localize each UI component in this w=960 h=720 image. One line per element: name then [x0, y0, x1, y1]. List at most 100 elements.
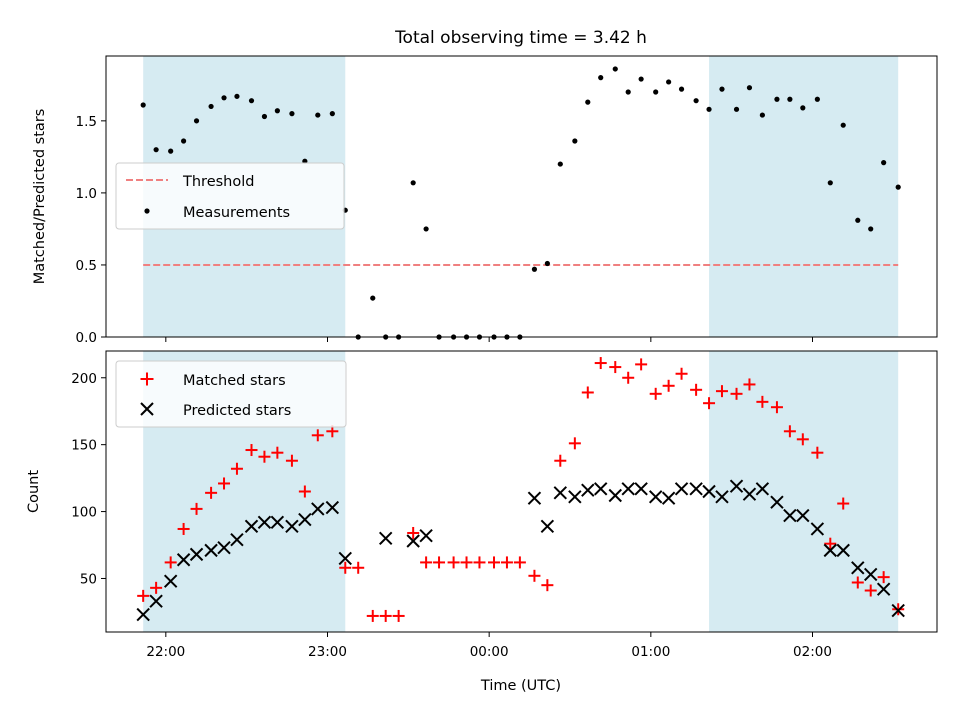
matched-point [675, 367, 688, 380]
bottom-y-tick-label: 50 [80, 571, 97, 587]
legend-threshold-label: Threshold [182, 174, 254, 190]
predicted-point [864, 567, 878, 582]
predicted-point [189, 547, 204, 562]
measurement-point [666, 79, 672, 85]
predicted-point [149, 594, 163, 608]
measurement-point [140, 102, 146, 108]
predicted-point [311, 502, 325, 516]
top-y-tick-label: 1.5 [76, 114, 97, 130]
predicted-point [257, 515, 272, 529]
matched-point [205, 486, 218, 499]
matched-point [298, 485, 311, 498]
matched-point [177, 522, 190, 535]
predicted-point [810, 522, 825, 536]
measurement-point [638, 76, 644, 82]
matched-point [366, 609, 379, 622]
measurement-point [840, 122, 846, 128]
measurement-point [302, 158, 308, 164]
predicted-point [770, 495, 784, 509]
matched-point [513, 556, 526, 569]
bottom-legend-box [115, 360, 347, 428]
predicted-point [581, 483, 595, 497]
predicted-point [338, 551, 352, 566]
measurements-series [140, 66, 901, 340]
top-legend: Threshold Measurements [115, 162, 345, 230]
matched-point [609, 361, 622, 374]
matched-point [756, 395, 769, 408]
predicted-point [527, 491, 542, 505]
x-tick-label: 02:00 [793, 644, 832, 660]
measurement-point [423, 226, 429, 232]
predicted-point [661, 491, 676, 505]
measurement-point [881, 160, 887, 166]
matched-point [164, 556, 177, 569]
measurement-point [625, 89, 631, 95]
predicted-point [204, 543, 218, 558]
predicted-point [244, 519, 259, 533]
matched-point [407, 526, 420, 539]
measurement-point [289, 111, 295, 117]
predicted-point [621, 482, 635, 496]
predicted-point [783, 508, 797, 523]
matched-point [622, 371, 635, 384]
matched-point [796, 433, 809, 446]
measurement-point [733, 106, 740, 112]
predicted-point [285, 519, 299, 533]
top-y-tick-label: 0.0 [76, 330, 97, 346]
matched-point [473, 556, 486, 569]
measurement-point [315, 112, 321, 118]
measurement-point [693, 98, 699, 104]
matched-point [594, 357, 607, 370]
measurement-point [787, 96, 793, 102]
matched-point [541, 579, 554, 592]
matched-point [488, 556, 501, 569]
bottom-y-tick-label: 200 [71, 371, 97, 387]
predicted-point [851, 561, 865, 575]
bottom-y-axis-label: Count [26, 470, 42, 513]
matched-point [190, 502, 203, 515]
matched-point [137, 589, 150, 602]
measurement-point [410, 180, 416, 186]
measurement-point [814, 96, 820, 102]
bottom-y-tick-label: 150 [71, 438, 97, 454]
measurement-point [895, 184, 901, 190]
predicted-point [540, 519, 555, 533]
matched-point [581, 386, 594, 399]
x-tick-label: 00:00 [470, 644, 509, 660]
matched-point [460, 556, 473, 569]
top-legend-box [115, 162, 345, 230]
matched-point [703, 397, 716, 410]
matched-point [851, 576, 864, 589]
top-y-tick-label: 1.0 [76, 186, 97, 202]
matched-point [837, 497, 850, 510]
bottom-y-ticks: 50 100 150 200 [71, 371, 106, 587]
top-axes-frame [105, 55, 938, 338]
x-tick-label: 22:00 [146, 644, 185, 660]
matched-point [635, 358, 648, 371]
count-panel: 22:00 23:00 00:00 01:00 02:00 50 100 150 200 Co… [26, 350, 938, 694]
matched-point [230, 462, 243, 475]
matched-point [433, 556, 446, 569]
matched-point [245, 444, 258, 457]
measurement-point [531, 266, 538, 272]
predicted-point [419, 528, 433, 543]
predicted-point [876, 582, 891, 596]
predicted-point [674, 482, 689, 496]
matched-point [500, 556, 513, 569]
matched-point [783, 425, 796, 438]
predicted-point [715, 490, 729, 504]
measurement-point [181, 138, 187, 144]
predicted-point [378, 531, 393, 546]
matched-point [770, 401, 783, 414]
matched-point [811, 446, 824, 459]
predicted-point [891, 603, 905, 618]
matched-point [649, 387, 662, 400]
matched-point [730, 387, 743, 400]
legend-matched-label: Matched stars [183, 373, 286, 389]
measurement-point [746, 85, 753, 91]
predicted-point [634, 482, 648, 496]
matched-point [420, 556, 433, 569]
predicted-point [568, 490, 582, 504]
predicted-point [406, 534, 420, 548]
legend-measurements-swatch [144, 208, 150, 214]
